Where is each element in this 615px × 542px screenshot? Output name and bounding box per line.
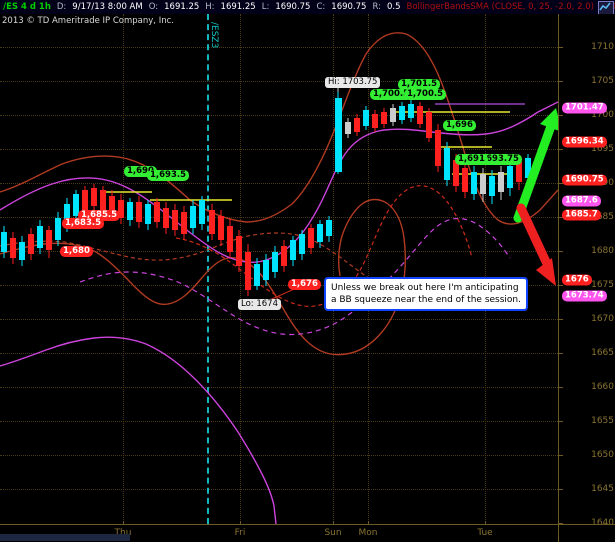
price-marker-pill[interactable]: 1673.74	[562, 290, 607, 302]
time-marker-label: /ESZ3	[209, 22, 219, 49]
price-tick: 1685	[591, 212, 614, 222]
price-tick: 1680	[591, 246, 614, 256]
trade-note-annotation[interactable]: Unless we break out here I'm anticipatin…	[324, 277, 528, 311]
symbol-label[interactable]: /ES 4 d 1h	[3, 2, 51, 12]
gridline	[0, 183, 558, 184]
chart-label-price: 1,691	[455, 154, 488, 165]
price-tick: 1695	[591, 144, 614, 154]
gridline	[0, 217, 558, 218]
price-tick: 1640	[591, 518, 614, 528]
chart-label-price: 1,700.5	[370, 89, 413, 100]
price-series-svg	[0, 32, 558, 524]
time-tick: Sun	[324, 528, 342, 538]
down-arrow-annotation	[516, 203, 556, 286]
candlestick-series	[1, 92, 531, 296]
secondary-dashed-line	[175, 185, 473, 307]
gridline	[0, 421, 558, 422]
price-tick: 1655	[591, 416, 614, 426]
open-value: 1691.25	[164, 2, 200, 12]
gridline	[0, 319, 558, 320]
chart-label-price: 1,683.5	[62, 218, 105, 229]
chart-label-price: 1,685.5	[78, 210, 121, 221]
gridline	[0, 353, 558, 354]
gridline	[240, 14, 241, 524]
gridline	[123, 14, 124, 524]
chart-label-price: 1,680	[60, 246, 93, 257]
taskbar-strip	[0, 534, 130, 541]
study-name[interactable]: BollingerBandsSMA (CLOSE, 0, 25, -2.0, 2…	[406, 2, 595, 12]
price-tick: 1705	[591, 76, 614, 86]
close-label: C:	[316, 2, 326, 12]
price-tick: 1665	[591, 348, 614, 358]
annotation-line-1: Unless we break out here I'm anticipatin…	[331, 283, 519, 293]
chart-label-session-low: Lo: 1674	[238, 299, 281, 310]
price-marker-pill[interactable]: 1690.75	[562, 174, 607, 186]
chart-label-session-high: Hi: 1703.75	[325, 77, 381, 88]
close-value: 1690.75	[331, 2, 367, 12]
time-tick: Tue	[477, 528, 493, 538]
gridline	[333, 14, 334, 524]
copyright-text: 2013 © TD Ameritrade IP Company, Inc.	[2, 16, 174, 26]
price-tick: 1700	[591, 110, 614, 120]
price-marker-pill[interactable]: 1701.47	[562, 102, 607, 114]
price-marker-pill[interactable]: 1685.7	[562, 209, 601, 221]
quote-info-bar: /ES 4 d 1h D: 9/17/13 8:00 AM O: 1691.25…	[0, 0, 615, 15]
chart-label-price: 1,693.75	[474, 154, 522, 165]
chart-plot-area[interactable]: 2013 © TD Ameritrade IP Company, Inc. /E…	[0, 14, 558, 524]
up-arrow-annotation	[513, 108, 558, 223]
chart-label-price: 1,676	[288, 279, 321, 290]
price-tick: 1645	[591, 484, 614, 494]
range-value: 0.5	[386, 2, 401, 12]
price-axis[interactable]: 1710 1705 1700 1695 1690 1685 1680 1675 …	[558, 14, 615, 528]
high-label: H:	[205, 2, 215, 12]
gridline	[485, 14, 486, 524]
time-tick: Mon	[358, 528, 378, 538]
range-label: R:	[372, 2, 381, 12]
chart-label-price: 1,690	[124, 166, 157, 177]
gridline	[0, 285, 558, 286]
time-axis[interactable]: Thu Fri Sun Mon Tue	[0, 521, 558, 542]
axis-corner	[558, 524, 615, 542]
time-marker-line	[207, 14, 209, 524]
chart-label-price: 1,696	[443, 120, 476, 131]
price-marker-pill[interactable]: 1696.34	[562, 136, 607, 148]
gridline	[0, 149, 558, 150]
chart-label-price: 1,693.5	[147, 170, 190, 181]
gridline	[0, 47, 558, 48]
sma-lower-line	[0, 336, 277, 524]
gridline	[0, 387, 558, 388]
gridline	[368, 14, 369, 524]
date-value: 9/17/13 8:00 AM	[72, 2, 143, 12]
low-label: L:	[261, 2, 270, 12]
chart-label-price: 1,700.5	[404, 89, 447, 100]
gridline	[0, 115, 558, 116]
time-tick: Thu	[114, 528, 132, 538]
gridline	[0, 489, 558, 490]
price-marker-pill[interactable]: 1687.6	[562, 195, 601, 207]
low-value: 1690.75	[275, 2, 311, 12]
gridline	[0, 81, 558, 82]
time-tick: Fri	[234, 528, 246, 538]
price-tick: 1675	[591, 280, 614, 290]
price-tick: 1660	[591, 382, 614, 392]
high-value: 1691.25	[220, 2, 256, 12]
gridline	[0, 251, 558, 252]
trendline-icon[interactable]	[598, 1, 614, 15]
price-marker-pill[interactable]: 1676	[562, 274, 592, 286]
annotation-line-2: a BB squeeze near the end of the session…	[331, 295, 521, 305]
open-label: O:	[148, 2, 159, 12]
sma-dashed-line	[79, 217, 511, 336]
price-tick: 1650	[591, 450, 614, 460]
chart-label-price: 1,701.5	[398, 79, 441, 90]
price-tick: 1710	[591, 42, 614, 52]
price-tick: 1670	[591, 314, 614, 324]
bollinger-lower-band	[0, 198, 407, 356]
date-field: D:	[56, 2, 67, 12]
gridline	[0, 455, 558, 456]
